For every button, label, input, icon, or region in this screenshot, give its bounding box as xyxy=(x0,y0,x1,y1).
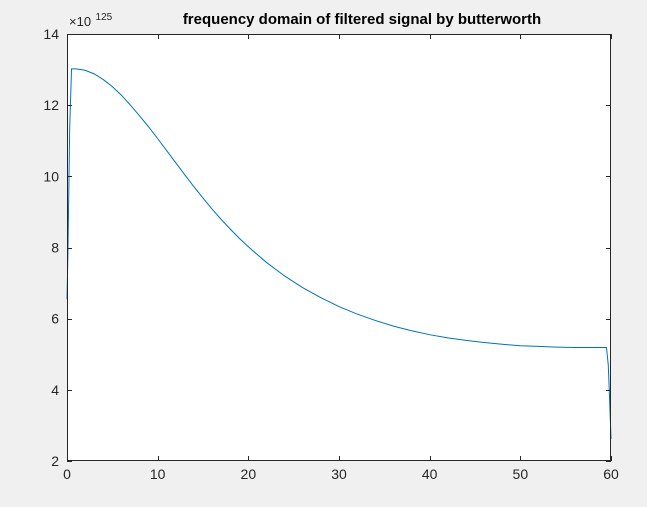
y-tick-label: 8 xyxy=(51,240,59,256)
y-tick-label: 10 xyxy=(43,168,59,184)
chart-title: frequency domain of filtered signal by b… xyxy=(183,11,541,28)
y-tick-label: 14 xyxy=(43,26,59,42)
x-tick-label: 50 xyxy=(513,466,529,482)
y-tick-label: 2 xyxy=(51,453,59,469)
y-tick-label: 6 xyxy=(51,311,59,327)
y-tick-label: 4 xyxy=(51,382,59,398)
x-tick-label: 60 xyxy=(603,466,619,482)
x-tick-label: 0 xyxy=(63,466,71,482)
y-tick-label: 12 xyxy=(43,97,59,113)
plot-area xyxy=(67,34,611,461)
y-exponent-label: ×10 125 xyxy=(69,12,113,30)
axes-layer: 0 10 20 30 40 50 60 2 4 6 8 10 12 14 xyxy=(43,26,619,482)
x-tick-label: 20 xyxy=(241,466,257,482)
data-layer xyxy=(66,68,612,439)
x-tick-label: 30 xyxy=(331,466,347,482)
x-tick-label: 40 xyxy=(422,466,438,482)
series-line-0 xyxy=(66,68,612,439)
x-tick-label: 10 xyxy=(150,466,166,482)
